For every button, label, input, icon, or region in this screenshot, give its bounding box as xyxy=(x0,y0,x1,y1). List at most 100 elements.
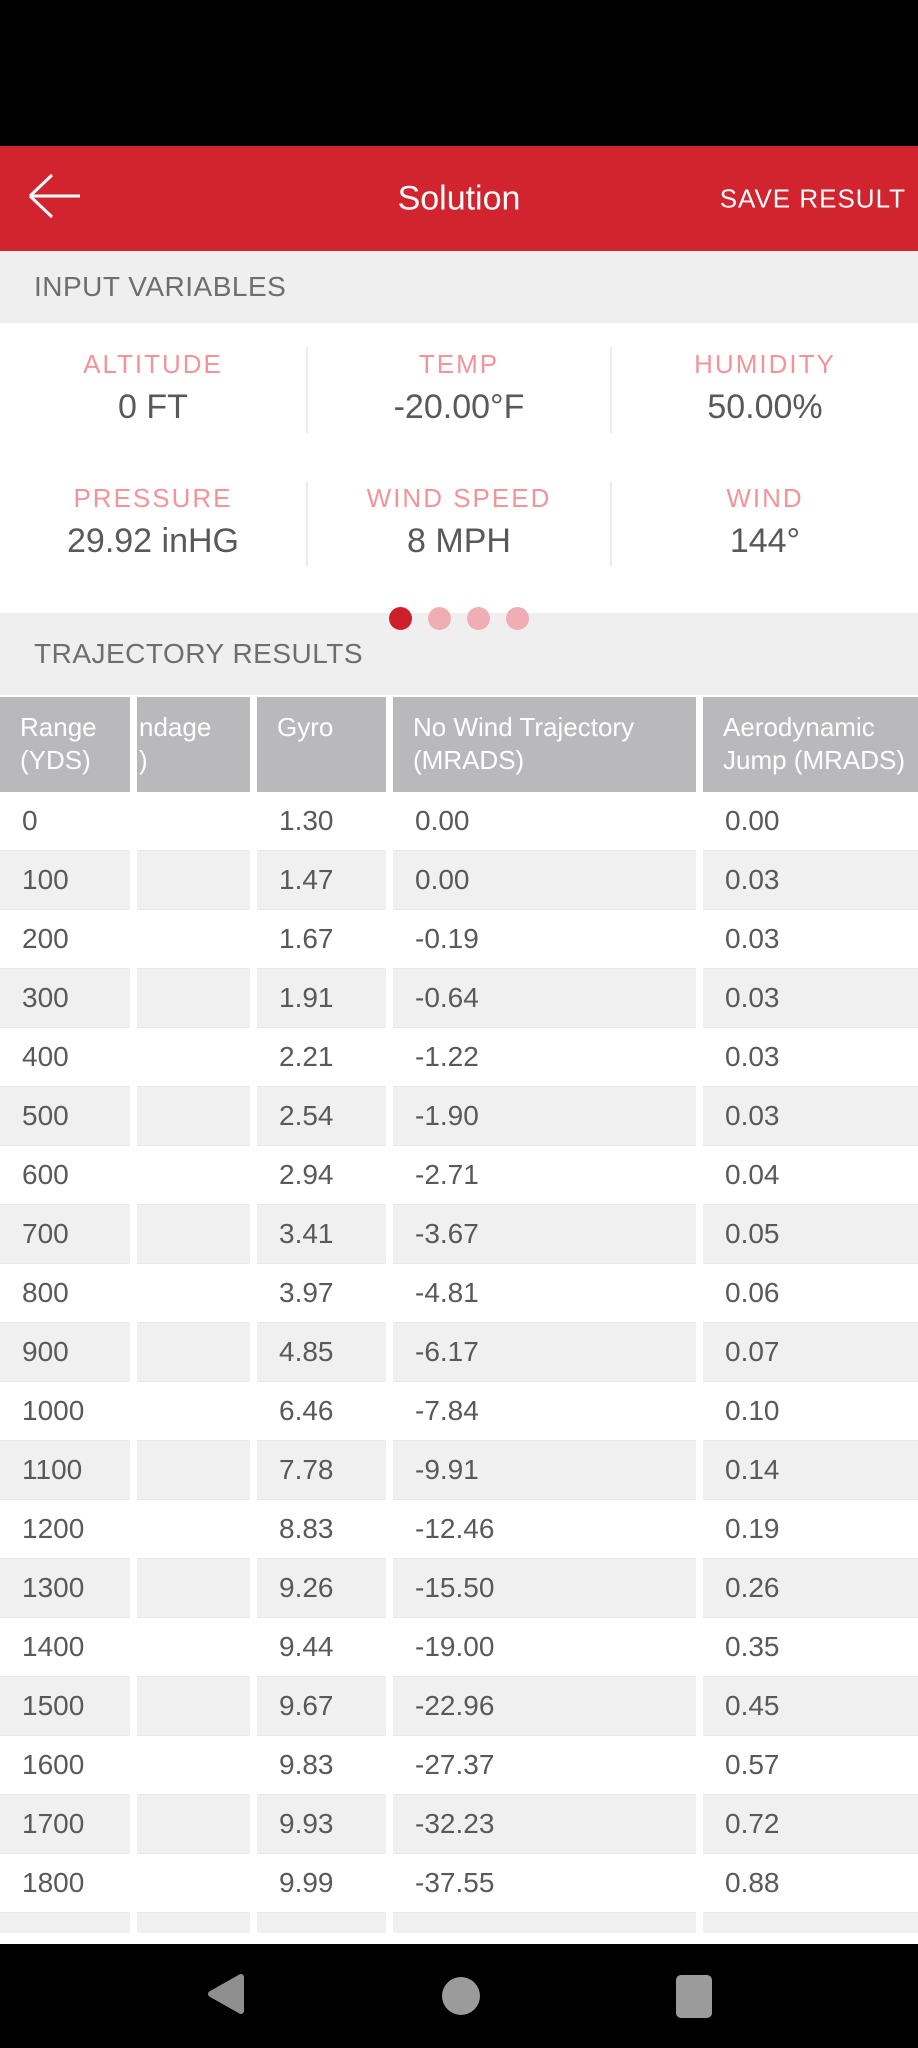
table-cell: 1600 xyxy=(0,1736,130,1795)
table-cell: 0.03 xyxy=(703,1087,918,1146)
table-row: 600 2.94 -2.71 0.04 xyxy=(0,1146,918,1205)
app-header: Solution SAVE RESULT xyxy=(0,146,918,251)
table-cell xyxy=(137,1087,250,1146)
save-result-button[interactable]: SAVE RESULT xyxy=(719,183,906,213)
table-cell: 0.88 xyxy=(703,1854,918,1913)
table-cell xyxy=(393,1913,696,1933)
column-header-range: Range (YDS) xyxy=(0,697,130,792)
header-line: (YDS) xyxy=(20,745,91,775)
page-dot[interactable] xyxy=(428,607,451,630)
header-line: Jump (MRADS) xyxy=(723,745,906,775)
table-bottom-gap xyxy=(0,1933,918,1944)
input-variables-carousel[interactable]: ALTITUDE 0 FT TEMP -20.00°F HUMIDITY 50.… xyxy=(0,323,918,630)
table-cell: 400 xyxy=(0,1028,130,1087)
table-cell: 3.97 xyxy=(257,1264,386,1323)
table-cell: 2.54 xyxy=(257,1087,386,1146)
table-cell: 3.41 xyxy=(257,1205,386,1264)
table-cell: 1200 xyxy=(0,1500,130,1559)
table-cell: -2.71 xyxy=(393,1146,696,1205)
status-bar xyxy=(0,0,918,146)
table-cell: 1100 xyxy=(0,1441,130,1500)
table-cell: 0.10 xyxy=(703,1382,918,1441)
table-cell xyxy=(0,1913,130,1933)
header-line: ndage xyxy=(139,712,212,742)
table-cell: 1500 xyxy=(0,1677,130,1736)
table-cell xyxy=(137,1854,250,1913)
table-cell: -1.22 xyxy=(393,1028,696,1087)
table-cell: -0.19 xyxy=(393,910,696,969)
table-row: 100 1.47 0.00 0.03 xyxy=(0,851,918,910)
field-altitude: ALTITUDE 0 FT xyxy=(0,347,306,433)
table-cell xyxy=(137,1677,250,1736)
field-value: 29.92 inHG xyxy=(67,522,239,560)
table-cell xyxy=(137,1323,250,1382)
header-line: Gyro xyxy=(277,712,334,742)
table-cell xyxy=(137,792,250,851)
field-value: 0 FT xyxy=(118,388,188,426)
table-row: 1600 9.83 -27.37 0.57 xyxy=(0,1736,918,1795)
table-cell: 800 xyxy=(0,1264,130,1323)
table-cell xyxy=(137,1441,250,1500)
page-title: Solution xyxy=(397,179,521,217)
table-cell xyxy=(137,969,250,1028)
table-cell: -15.50 xyxy=(393,1559,696,1618)
table-cell: 0 xyxy=(0,792,130,851)
table-row: 1300 9.26 -15.50 0.26 xyxy=(0,1559,918,1618)
table-row: 900 4.85 -6.17 0.07 xyxy=(0,1323,918,1382)
table-cell: -0.64 xyxy=(393,969,696,1028)
table-cell: 0.03 xyxy=(703,1028,918,1087)
table-cell: 0.07 xyxy=(703,1323,918,1382)
section-title: TRAJECTORY RESULTS xyxy=(34,638,364,669)
header-line: ) xyxy=(139,745,148,775)
section-title: INPUT VARIABLES xyxy=(34,271,287,302)
table-cell: 2.94 xyxy=(257,1146,386,1205)
table-row: 0 1.30 0.00 0.00 xyxy=(0,792,918,851)
field-value: 50.00% xyxy=(707,388,823,426)
table-cell: 9.83 xyxy=(257,1736,386,1795)
nav-recents-button[interactable] xyxy=(676,1974,712,2018)
table-cell: 9.26 xyxy=(257,1559,386,1618)
column-header-no-wind-trajectory: No Wind Trajectory (MRADS) xyxy=(393,697,696,792)
table-row: 1400 9.44 -19.00 0.35 xyxy=(0,1618,918,1677)
table-cell: -7.84 xyxy=(393,1382,696,1441)
page-dot-active[interactable] xyxy=(389,607,412,630)
page-dot[interactable] xyxy=(467,607,490,630)
table-cell: 4.85 xyxy=(257,1323,386,1382)
arrow-left-icon xyxy=(24,170,86,227)
table-cell: -1.90 xyxy=(393,1087,696,1146)
field-humidity: HUMIDITY 50.00% xyxy=(612,347,918,433)
table-cell: -32.23 xyxy=(393,1795,696,1854)
table-cell: -37.55 xyxy=(393,1854,696,1913)
trajectory-table[interactable]: Range (YDS) ndage ) Gyro No Wind Traject… xyxy=(0,695,918,1933)
field-wind-speed: WIND SPEED 8 MPH xyxy=(306,481,612,567)
header-line: Aerodynamic xyxy=(723,712,875,742)
field-label: WIND xyxy=(726,483,804,513)
table-cell: 200 xyxy=(0,910,130,969)
field-label: TEMP xyxy=(418,349,500,379)
nav-home-button[interactable] xyxy=(442,1977,480,2015)
table-cell xyxy=(137,1913,250,1933)
table-cell: -27.37 xyxy=(393,1736,696,1795)
header-line: (MRADS) xyxy=(413,745,525,775)
table-cell: 0.14 xyxy=(703,1441,918,1500)
table-cell: 0.00 xyxy=(393,851,696,910)
table-row: 1200 8.83 -12.46 0.19 xyxy=(0,1500,918,1559)
page-dot[interactable] xyxy=(506,607,529,630)
table-cell xyxy=(137,1205,250,1264)
table-cell: -12.46 xyxy=(393,1500,696,1559)
table-cell: 9.99 xyxy=(257,1854,386,1913)
table-cell: -6.17 xyxy=(393,1323,696,1382)
back-triangle-icon xyxy=(206,1972,246,2021)
nav-back-button[interactable] xyxy=(206,1972,246,2021)
back-button[interactable] xyxy=(24,169,104,229)
trajectory-table-body: 0 1.30 0.00 0.00 100 1.47 0.00 0.03 200 1.67 -0.19… xyxy=(0,792,918,1933)
table-cell: 9.67 xyxy=(257,1677,386,1736)
field-value: 144° xyxy=(729,522,801,560)
table-cell: 0.19 xyxy=(703,1500,918,1559)
android-nav-bar xyxy=(0,1944,918,2048)
table-cell: 1700 xyxy=(0,1795,130,1854)
field-label: PRESSURE xyxy=(73,483,233,513)
field-wind: WIND 144° xyxy=(612,481,918,567)
table-cell: 600 xyxy=(0,1146,130,1205)
